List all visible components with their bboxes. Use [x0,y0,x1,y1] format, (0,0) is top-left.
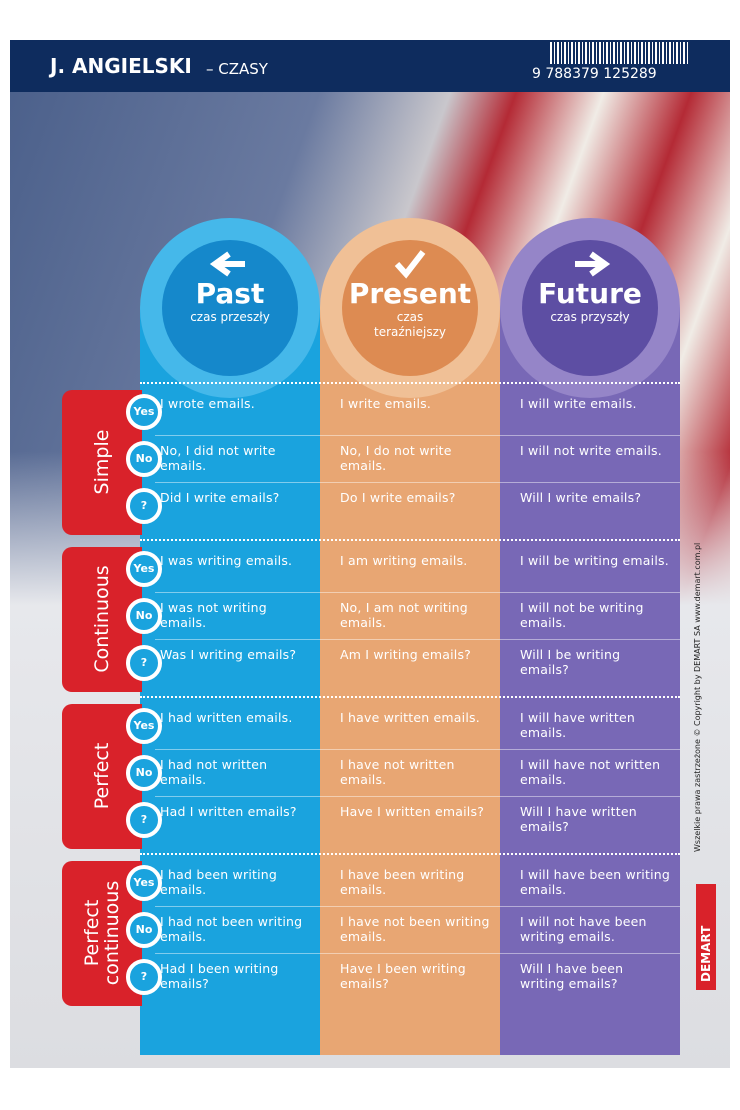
tense-icon [394,250,426,279]
sentence: I had written emails. [160,710,293,725]
sentence: Had I written emails? [160,804,297,819]
tense-ring: Present czas teraźniejszy [320,218,500,398]
sentence: I will not write emails. [520,443,662,458]
row-badge: No [126,441,162,477]
tense-name: Present [348,277,472,310]
barcode-number: 9 788379 125289 [532,66,657,82]
sentence: I have not been writing emails. [340,914,490,944]
sentence: I had not written emails. [160,757,268,787]
copyright: Wszelkie prawa zastrzeżone © Copyright b… [693,542,702,852]
sentence: Will I have been writing emails? [520,961,624,991]
group-separator [140,382,680,384]
logo: DEMART [696,884,716,990]
sentence: Will I have written emails? [520,804,637,834]
sentence: Did I write emails? [160,490,280,505]
tense-label: czas przeszły [190,310,270,324]
row-separator [155,906,680,907]
title: J. ANGIELSKI [50,54,192,78]
row-badge: Yes [126,708,162,744]
sentence: Do I write emails? [340,490,456,505]
tense-ring: Future czas przyszły [500,218,680,398]
group-separator [140,539,680,541]
tense-label: czas przyszły [550,310,630,324]
sentence: Have I been writing emails? [340,961,466,991]
row-badge: No [126,598,162,634]
row-separator [155,796,680,797]
sentence: Have I written emails? [340,804,485,819]
row-badge: ? [126,959,162,995]
sentence: Had I been writing emails? [160,961,279,991]
row-badge: No [126,755,162,791]
tense-name: Past [195,277,265,310]
tense-icon [575,251,611,277]
sentence: I have not written emails. [340,757,455,787]
header: J. ANGIELSKI – CZASY 9 788379 125289 [10,40,730,92]
row-badge: ? [126,645,162,681]
tense-ring: Past czas przeszły [140,218,320,398]
row-separator [155,953,680,954]
tense-column: Present czas teraźniejszy [320,218,500,1055]
group-name: Perfect continuous [81,880,123,986]
sentence: I wrote emails. [160,396,255,411]
sentence: Will I be writing emails? [520,647,621,677]
group-separator [140,696,680,698]
row-separator [155,435,680,436]
sentence: I have been writing emails. [340,867,465,897]
tense-circle: Past czas przeszły [162,240,298,376]
row-separator [155,482,680,483]
row-badge: Yes [126,865,162,901]
sentence: I am writing emails. [340,553,468,568]
sentence: I had been writing emails. [160,867,278,897]
row-badge: Yes [126,551,162,587]
row-separator [155,749,680,750]
group-name: Continuous [91,565,113,673]
group-separator [140,853,680,855]
sentence: I had not been writing emails. [160,914,303,944]
sentence: I will write emails. [520,396,637,411]
sentence: No, I do not write emails. [340,443,452,473]
sentence: I will be writing emails. [520,553,669,568]
sentence: Will I write emails? [520,490,642,505]
row-separator [155,592,680,593]
sentence: I have written emails. [340,710,480,725]
sentence: Am I writing emails? [340,647,472,662]
sentence: Was I writing emails? [160,647,297,662]
sentence: I write emails. [340,396,432,411]
tense-circle: Future czas przyszły [522,240,658,376]
poster: J. ANGIELSKI – CZASY 9 788379 125289 Wsz… [10,40,730,1068]
group-name: Perfect [91,742,113,810]
row-badge: ? [126,488,162,524]
tense-icon [209,251,245,277]
group-name: Simple [91,429,113,495]
row-badge: No [126,912,162,948]
barcode-bars [550,42,690,64]
subtitle: – CZASY [206,60,268,78]
sentence: I will have been writing emails. [520,867,670,897]
tense-column: Past czas przeszły [140,218,320,1055]
sentence: I was writing emails. [160,553,293,568]
tense-label: czas teraźniejszy [374,310,446,339]
sentence: I was not writing emails. [160,600,267,630]
sentence: No, I am not writing emails. [340,600,468,630]
row-badge: Yes [126,394,162,430]
sentence: I will have written emails. [520,710,635,740]
tense-circle: Present czas teraźniejszy [342,240,478,376]
sentence: No, I did not write emails. [160,443,276,473]
row-separator [155,639,680,640]
tense-column: Future czas przyszły [500,218,680,1055]
sentence: I will have not written emails. [520,757,661,787]
tense-name: Future [538,277,642,310]
sentence: I will not have been writing emails. [520,914,647,944]
sentence: I will not be writing emails. [520,600,644,630]
row-badge: ? [126,802,162,838]
